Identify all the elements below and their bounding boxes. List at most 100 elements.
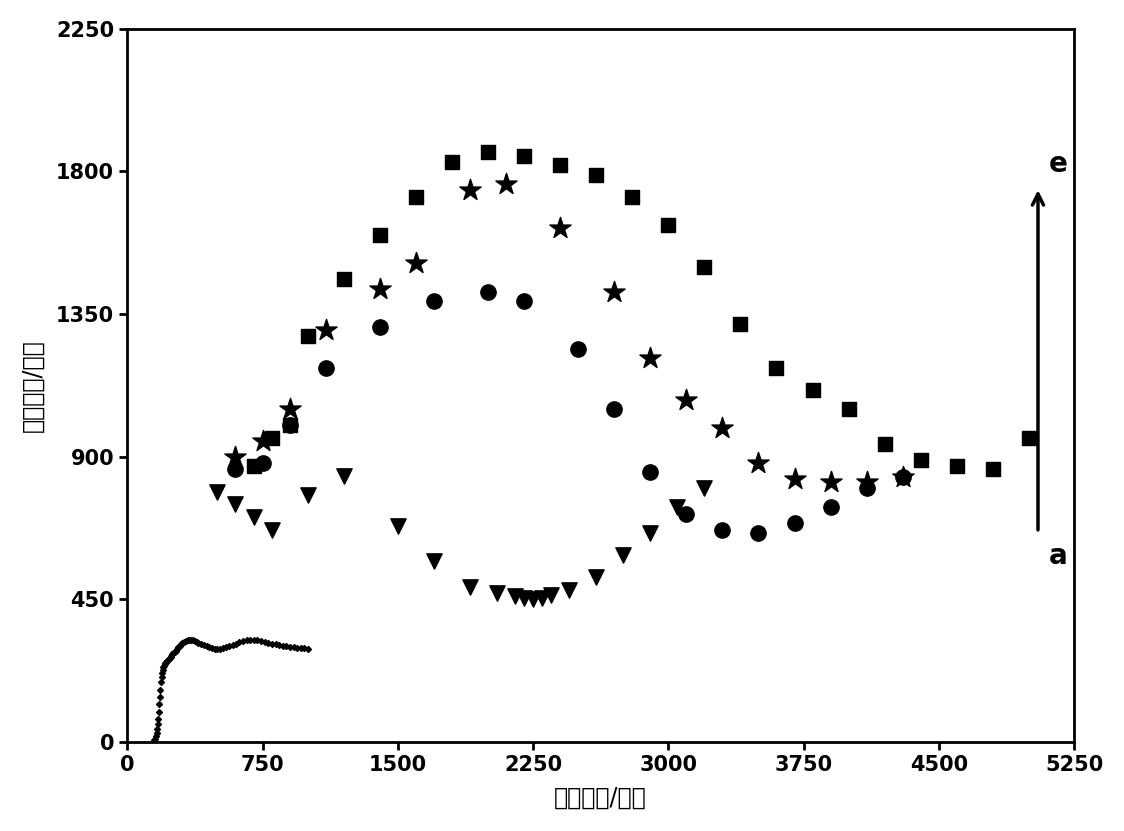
Point (732, 317, 750, 330)
Point (230, 636, 248, 649)
Point (714, 523, 732, 536)
Point (145, 734, 163, 747)
Point (252, 634, 270, 647)
Point (245, 633, 263, 647)
Point (822, 501, 840, 514)
Point (750, 456, 768, 470)
Point (203, 642, 221, 655)
Point (461, 184, 479, 197)
Point (149, 712, 167, 725)
Point (299, 330, 317, 343)
Point (234, 634, 252, 647)
Point (858, 475, 876, 489)
Point (299, 642, 317, 656)
Point (255, 636, 273, 649)
Point (226, 463, 244, 476)
Point (894, 470, 912, 484)
Point (506, 589, 524, 602)
Point (263, 523, 281, 536)
Point (182, 633, 200, 647)
Point (175, 636, 193, 649)
Text: e: e (1049, 150, 1068, 178)
X-axis label: 电阻实部/欧姆: 电阻实部/欧姆 (554, 786, 647, 810)
Point (443, 155, 461, 169)
Point (750, 526, 768, 539)
Point (242, 633, 260, 647)
Point (184, 634, 202, 647)
Point (260, 637, 278, 650)
Point (206, 642, 224, 656)
Point (165, 645, 183, 658)
Point (146, 732, 164, 745)
Point (948, 460, 966, 473)
Point (488, 586, 506, 599)
Point (208, 642, 226, 656)
Point (185, 634, 203, 647)
Point (263, 637, 281, 651)
Point (497, 178, 515, 191)
Point (696, 260, 714, 273)
Point (678, 507, 696, 520)
Point (270, 638, 288, 652)
Point (188, 636, 206, 649)
Point (371, 282, 389, 295)
Point (281, 640, 299, 653)
Point (254, 456, 272, 470)
Point (208, 484, 226, 498)
Point (1019, 431, 1037, 445)
Point (335, 469, 353, 482)
Point (281, 418, 299, 431)
Point (714, 421, 732, 435)
Point (245, 510, 263, 524)
Point (912, 453, 930, 466)
Point (176, 634, 194, 647)
Point (876, 437, 894, 450)
Point (153, 671, 171, 684)
Point (169, 641, 187, 654)
Point (281, 402, 299, 416)
Point (281, 418, 299, 431)
Point (248, 634, 266, 647)
Point (696, 482, 714, 495)
Point (569, 342, 587, 356)
Point (371, 229, 389, 242)
Point (479, 145, 497, 159)
Point (151, 698, 169, 711)
Point (605, 402, 623, 416)
Point (371, 320, 389, 333)
Point (152, 676, 170, 689)
Point (524, 593, 542, 606)
Point (190, 637, 208, 650)
Point (211, 642, 229, 656)
Point (274, 639, 292, 652)
Point (163, 647, 181, 661)
Point (335, 273, 353, 286)
Point (154, 663, 172, 676)
Point (296, 642, 314, 655)
Point (560, 583, 578, 597)
Point (217, 641, 235, 654)
Point (153, 666, 171, 680)
Point (425, 554, 443, 568)
Point (200, 641, 218, 654)
Point (181, 633, 199, 647)
Point (147, 730, 165, 743)
Point (147, 726, 165, 740)
Point (389, 519, 407, 533)
Text: a: a (1049, 542, 1068, 570)
Point (317, 323, 335, 337)
Point (155, 659, 173, 672)
Point (161, 652, 179, 665)
Point (158, 654, 176, 667)
Point (614, 548, 632, 562)
Point (151, 691, 169, 704)
Point (642, 466, 660, 479)
Point (292, 642, 310, 655)
Point (542, 589, 560, 602)
Point (173, 637, 191, 650)
Point (156, 656, 174, 669)
Point (226, 498, 244, 511)
Point (407, 257, 425, 270)
Point (461, 580, 479, 593)
Point (171, 640, 189, 653)
